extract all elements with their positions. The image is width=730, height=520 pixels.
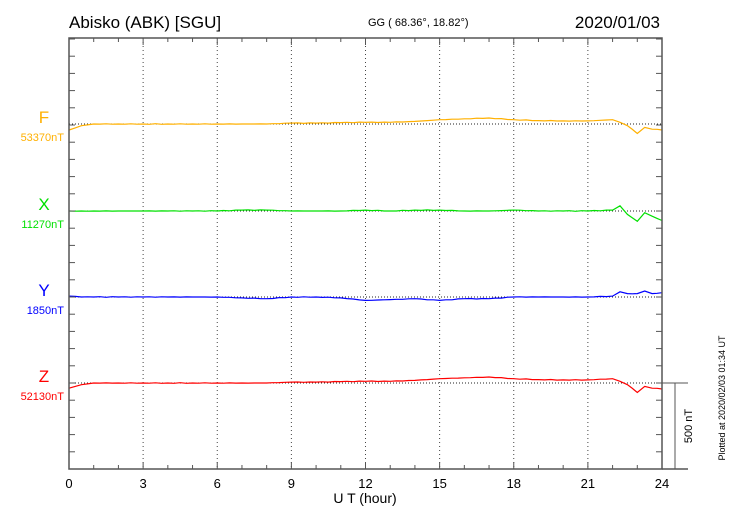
series-name-y: Y (38, 281, 49, 300)
series-name-x: X (38, 195, 49, 214)
series-baseline-f: 53370nT (21, 132, 65, 144)
scale-bar: 500 nT (662, 382, 695, 470)
series-baseline-x: 11270nT (21, 219, 64, 231)
trace-x (68, 205, 663, 223)
x-tick-label: 9 (288, 476, 295, 491)
x-tick-label: 0 (65, 476, 72, 491)
series-baseline-y: 1850nT (27, 305, 65, 317)
x-tick-label: 18 (507, 476, 521, 491)
series-labels: F 53370nT X 11270nT Y 1850nT Z 52130nT (21, 108, 65, 403)
trace-z (68, 376, 663, 394)
traces (68, 117, 663, 394)
date-label: 2020/01/03 (575, 13, 660, 32)
x-tick-label: 3 (140, 476, 147, 491)
plotted-at-label: Plotted at 2020/02/03 01:34 UT (717, 335, 727, 461)
axis-ticks: 0 3 6 9 12 15 18 21 24 (65, 38, 669, 491)
station-title: Abisko (ABK) [SGU] (69, 13, 221, 32)
series-name-z: Z (39, 367, 49, 386)
x-tick-label: 6 (214, 476, 221, 491)
series-baseline-z: 52130nT (21, 391, 65, 403)
grid (69, 38, 662, 469)
trace-f (68, 117, 663, 135)
x-tick-label: 24 (655, 476, 669, 491)
scale-bar-label: 500 nT (683, 409, 695, 444)
series-name-f: F (39, 108, 49, 127)
x-tick-label: 21 (581, 476, 595, 491)
x-tick-label: 12 (358, 476, 372, 491)
x-tick-label: 15 (432, 476, 446, 491)
trace-y (68, 290, 663, 302)
coordinates-label: GG ( 68.36°, 18.82°) (368, 17, 469, 29)
x-axis-label: U T (hour) (333, 490, 396, 506)
